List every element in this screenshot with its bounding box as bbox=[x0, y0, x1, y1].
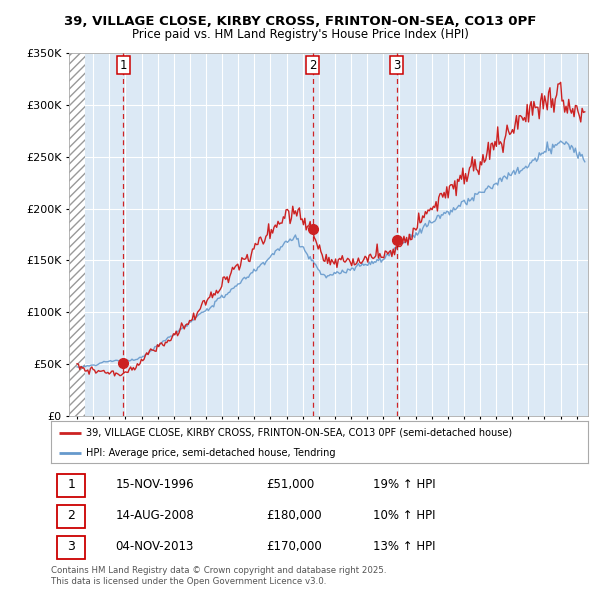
Text: 13% ↑ HPI: 13% ↑ HPI bbox=[373, 540, 436, 553]
Text: HPI: Average price, semi-detached house, Tendring: HPI: Average price, semi-detached house,… bbox=[86, 448, 335, 457]
Text: 3: 3 bbox=[393, 58, 401, 71]
Text: 04-NOV-2013: 04-NOV-2013 bbox=[115, 540, 194, 553]
Text: 1: 1 bbox=[119, 58, 127, 71]
FancyBboxPatch shape bbox=[58, 474, 85, 497]
Text: 3: 3 bbox=[67, 540, 76, 553]
Text: £51,000: £51,000 bbox=[266, 478, 314, 491]
Text: £170,000: £170,000 bbox=[266, 540, 322, 553]
Text: 1: 1 bbox=[67, 478, 76, 491]
Text: 14-AUG-2008: 14-AUG-2008 bbox=[115, 509, 194, 522]
Text: 2: 2 bbox=[67, 509, 76, 522]
Text: 15-NOV-1996: 15-NOV-1996 bbox=[115, 478, 194, 491]
FancyBboxPatch shape bbox=[58, 505, 85, 528]
Text: 39, VILLAGE CLOSE, KIRBY CROSS, FRINTON-ON-SEA, CO13 0PF (semi-detached house): 39, VILLAGE CLOSE, KIRBY CROSS, FRINTON-… bbox=[86, 428, 512, 438]
FancyBboxPatch shape bbox=[58, 536, 85, 559]
Text: 19% ↑ HPI: 19% ↑ HPI bbox=[373, 478, 436, 491]
Text: Contains HM Land Registry data © Crown copyright and database right 2025.
This d: Contains HM Land Registry data © Crown c… bbox=[51, 566, 386, 586]
Text: 2: 2 bbox=[309, 58, 316, 71]
Text: £180,000: £180,000 bbox=[266, 509, 322, 522]
Text: 39, VILLAGE CLOSE, KIRBY CROSS, FRINTON-ON-SEA, CO13 0PF: 39, VILLAGE CLOSE, KIRBY CROSS, FRINTON-… bbox=[64, 15, 536, 28]
Text: Price paid vs. HM Land Registry's House Price Index (HPI): Price paid vs. HM Land Registry's House … bbox=[131, 28, 469, 41]
Text: 10% ↑ HPI: 10% ↑ HPI bbox=[373, 509, 436, 522]
